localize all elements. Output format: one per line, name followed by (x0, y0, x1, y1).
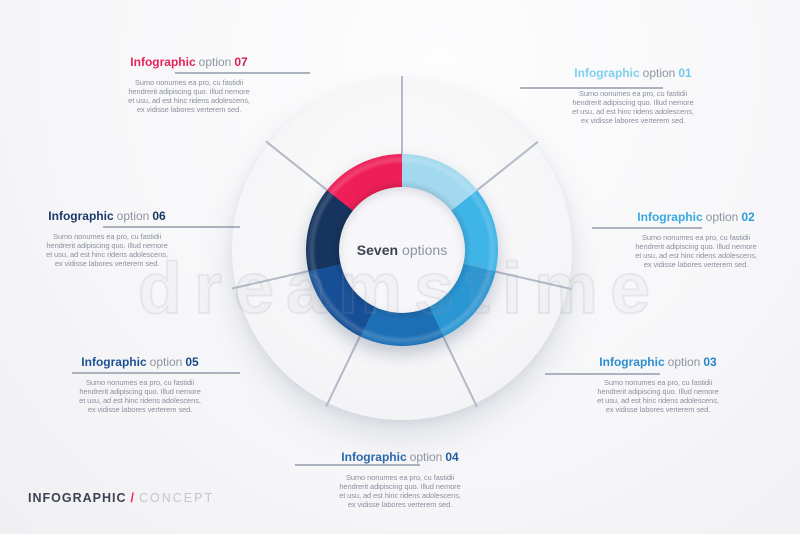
label-underline-03 (545, 373, 660, 375)
option-body-02: Sumo nonumes ea pro, cu fastidii hendrer… (635, 233, 757, 269)
label-underline-06 (103, 226, 240, 228)
sector-divider-line (495, 270, 572, 290)
option-title-mid: option (667, 355, 701, 369)
option-number: 05 (185, 355, 199, 369)
option-number: 03 (703, 355, 717, 369)
option-title-mid: option (409, 450, 443, 464)
option-block-03: Infographic option 03 Sumo nonumes ea pro,… (568, 355, 748, 414)
option-number: 06 (152, 209, 166, 223)
option-title-07: Infographic option 07 (99, 55, 279, 70)
sector-divider-line (476, 140, 539, 191)
option-title-lead: Infographic (48, 209, 114, 223)
option-title-lead: Infographic (637, 210, 703, 224)
option-number: 01 (678, 66, 692, 80)
label-underline-04 (295, 464, 420, 466)
option-title-mid: option (705, 210, 739, 224)
donut-hole: Seven options (339, 187, 465, 313)
center-label-regular: options (402, 242, 448, 258)
option-block-01: Infographic option 01 Sumo nonumes ea pro,… (543, 66, 723, 125)
option-title-05: Infographic option 05 (50, 355, 230, 370)
sector-divider-line (401, 76, 403, 154)
option-title-06: Infographic option 06 (17, 209, 197, 224)
option-title-lead: Infographic (341, 450, 407, 464)
option-title-02: Infographic option 02 (606, 210, 786, 225)
footer-tail: CONCEPT (138, 491, 215, 505)
option-title-mid: option (149, 355, 183, 369)
label-underline-05 (72, 372, 240, 374)
option-number: 04 (445, 450, 459, 464)
sector-divider-line (325, 336, 362, 408)
option-title-03: Infographic option 03 (568, 355, 748, 370)
option-body-04: Sumo nonumes ea pro, cu fastidii hendrer… (339, 473, 461, 509)
sector-divider-line (442, 336, 479, 408)
option-title-04: Infographic option 04 (310, 450, 490, 465)
donut-ring (306, 154, 498, 346)
option-number: 07 (234, 55, 248, 69)
option-number: 02 (741, 210, 755, 224)
option-body-01: Sumo nonumes ea pro, cu fastidii hendrer… (572, 89, 694, 125)
sector-divider-line (232, 270, 309, 290)
option-title-mid: option (116, 209, 150, 223)
sector-divider-line (265, 140, 328, 191)
center-label: Seven options (357, 242, 447, 258)
label-underline-02 (592, 227, 702, 229)
label-underline-07 (175, 72, 310, 74)
option-block-06: Infographic option 06 Sumo nonumes ea pro,… (17, 209, 197, 268)
option-block-07: Infographic option 07 Sumo nonumes ea pro,… (99, 55, 279, 114)
option-title-lead: Infographic (81, 355, 147, 369)
option-body-03: Sumo nonumes ea pro, cu fastidii hendrer… (597, 378, 719, 414)
option-title-01: Infographic option 01 (543, 66, 723, 81)
option-body-07: Sumo nonumes ea pro, cu fastidii hendrer… (128, 78, 250, 114)
option-body-06: Sumo nonumes ea pro, cu fastidii hendrer… (46, 232, 168, 268)
option-title-lead: Infographic (599, 355, 665, 369)
footer-lead: INFOGRAPHIC (28, 491, 127, 505)
option-body-05: Sumo nonumes ea pro, cu fastidii hendrer… (79, 378, 201, 414)
option-block-05: Infographic option 05 Sumo nonumes ea pro,… (50, 355, 230, 414)
option-title-lead: Infographic (574, 66, 640, 80)
option-title-lead: Infographic (130, 55, 196, 69)
center-label-bold: Seven (356, 242, 399, 258)
option-block-02: Infographic option 02 Sumo nonumes ea pro,… (606, 210, 786, 269)
label-underline-01 (520, 87, 663, 89)
footer-slash-icon: / (130, 491, 135, 505)
footer-caption: INFOGRAPHIC / CONCEPT (28, 491, 214, 505)
option-block-04: Infographic option 04 Sumo nonumes ea pro,… (310, 450, 490, 509)
option-title-mid: option (198, 55, 232, 69)
option-title-mid: option (642, 66, 676, 80)
